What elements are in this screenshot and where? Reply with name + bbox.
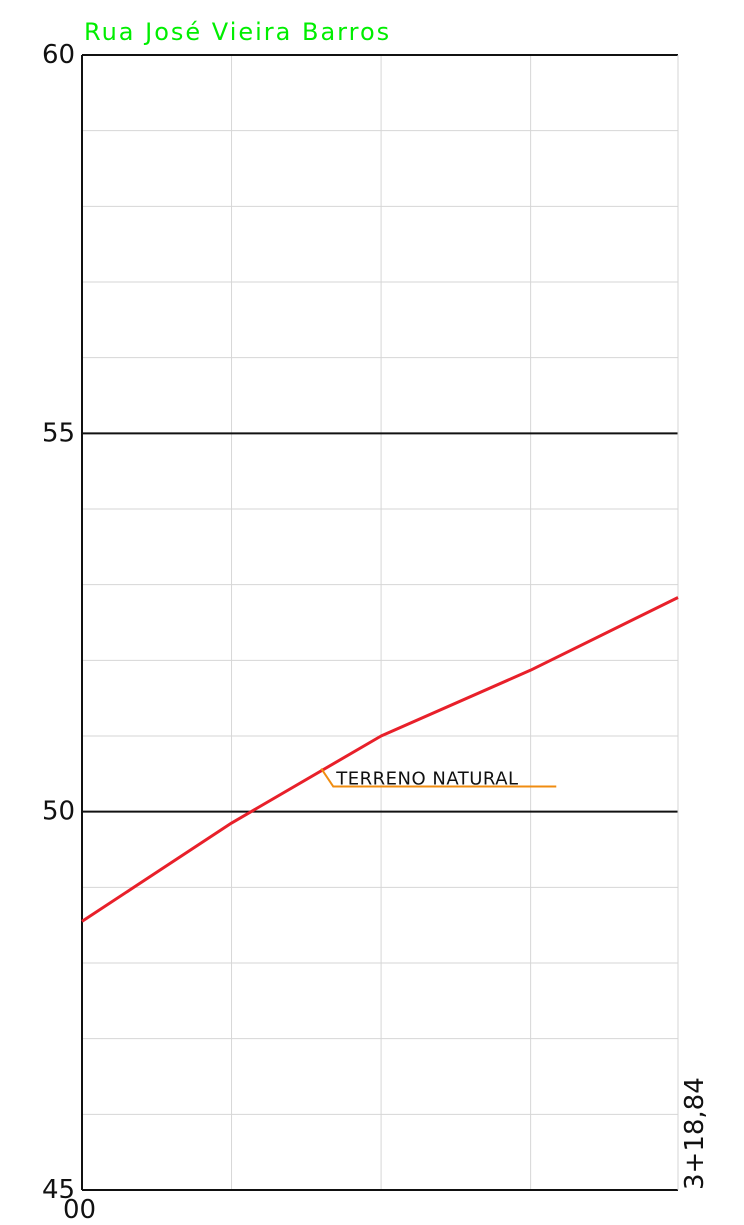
y-tick-label: 60 <box>42 40 75 70</box>
y-tick-label: 50 <box>42 797 75 827</box>
terrain-callout: TERRENO NATURAL <box>320 767 557 790</box>
callout-label: TERRENO NATURAL <box>335 769 518 790</box>
y-tick-label: 45 <box>42 1175 75 1205</box>
x-tick-label-start: 00 <box>63 1195 96 1225</box>
y-tick-labels: 45 50 55 60 <box>42 40 75 1205</box>
x-tick-label-end: 3+18,84 <box>680 1077 710 1190</box>
terrain-line <box>81 596 679 923</box>
y-tick-label: 55 <box>42 418 75 448</box>
series-layer <box>81 596 679 923</box>
chart-title: Rua José Vieira Barros <box>84 18 391 46</box>
major-grid <box>82 54 678 1191</box>
axes <box>81 55 679 1190</box>
callout-leader-line <box>320 767 557 788</box>
